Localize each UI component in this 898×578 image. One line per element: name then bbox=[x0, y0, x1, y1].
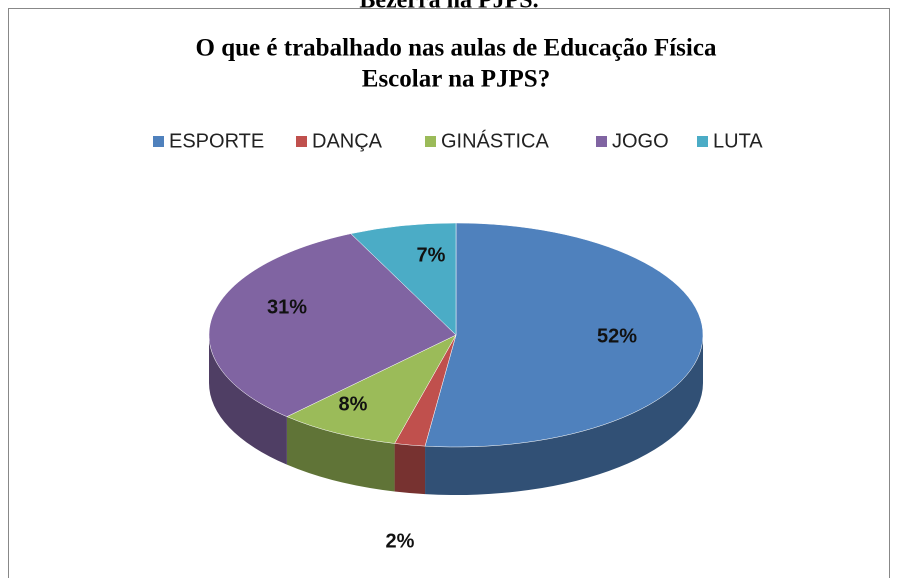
data-label: 31% bbox=[267, 296, 307, 318]
slice bbox=[286, 334, 457, 444]
legend-label: ESPORTE bbox=[169, 130, 264, 152]
chart-title: O que é trabalhado nas aulas de Educação… bbox=[196, 35, 717, 62]
legend-swatch bbox=[153, 136, 164, 147]
caption: Bezerra na PJPS. bbox=[359, 0, 538, 14]
legend-swatch bbox=[697, 136, 708, 147]
legend-label: JOGO bbox=[612, 130, 669, 152]
slice-side bbox=[394, 443, 426, 495]
legend-label: LUTA bbox=[713, 130, 763, 152]
slice-side bbox=[209, 335, 287, 465]
legend-swatch bbox=[296, 136, 307, 147]
legend-label: GINÁSTICA bbox=[441, 129, 549, 152]
slice bbox=[424, 222, 704, 448]
data-label: 8% bbox=[339, 393, 368, 415]
legend-label: DANÇA bbox=[312, 130, 383, 152]
slice-side bbox=[286, 416, 395, 492]
legend-swatch bbox=[425, 136, 436, 147]
data-label: 7% bbox=[417, 244, 446, 266]
slice bbox=[350, 222, 457, 336]
data-label: 52% bbox=[597, 325, 637, 347]
slice-side bbox=[425, 335, 703, 496]
chart-title: Escolar na PJPS? bbox=[362, 66, 550, 93]
slice bbox=[208, 233, 457, 417]
data-label: 2% bbox=[386, 530, 415, 552]
legend-swatch bbox=[596, 136, 607, 147]
